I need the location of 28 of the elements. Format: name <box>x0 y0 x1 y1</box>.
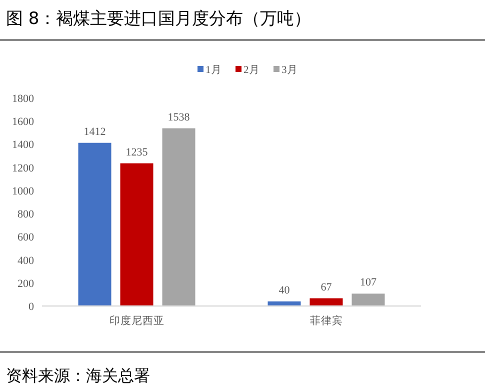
text: 资料来源：海关总署 <box>6 366 150 385</box>
bar <box>310 298 343 306</box>
bar <box>78 142 112 306</box>
legend-label: 3月 <box>282 64 298 76</box>
y-tick-label: 200 <box>18 278 34 290</box>
data-label: 1538 <box>168 111 190 124</box>
y-tick-label: 600 <box>18 232 34 244</box>
x-tick-label: 菲律宾 <box>310 314 343 327</box>
legend-label: 2月 <box>244 64 260 76</box>
data-label: 40 <box>278 284 290 296</box>
chart-title: 图 8：褐煤主要进口国月度分布（万吨） <box>6 9 312 29</box>
data-label: 107 <box>360 276 377 289</box>
data-label: 1235 <box>126 146 148 158</box>
y-tick-label: 1200 <box>12 162 34 174</box>
y-tick-label: 1400 <box>12 139 34 152</box>
y-tick-label: 1600 <box>12 116 34 128</box>
y-tick-label: 1000 <box>12 185 34 198</box>
y-tick-label: 1800 <box>12 93 34 105</box>
y-tick-label: 800 <box>18 208 34 221</box>
bar <box>352 294 385 306</box>
data-label: 1412 <box>84 126 106 138</box>
legend-label: 1月 <box>206 64 222 76</box>
data-label: 67 <box>320 281 332 294</box>
bar <box>120 163 154 306</box>
y-tick-label: 400 <box>18 254 34 267</box>
x-tick-label: 印度尼西亚 <box>109 314 164 327</box>
bar <box>162 128 196 306</box>
y-tick-label: 0 <box>28 301 34 313</box>
